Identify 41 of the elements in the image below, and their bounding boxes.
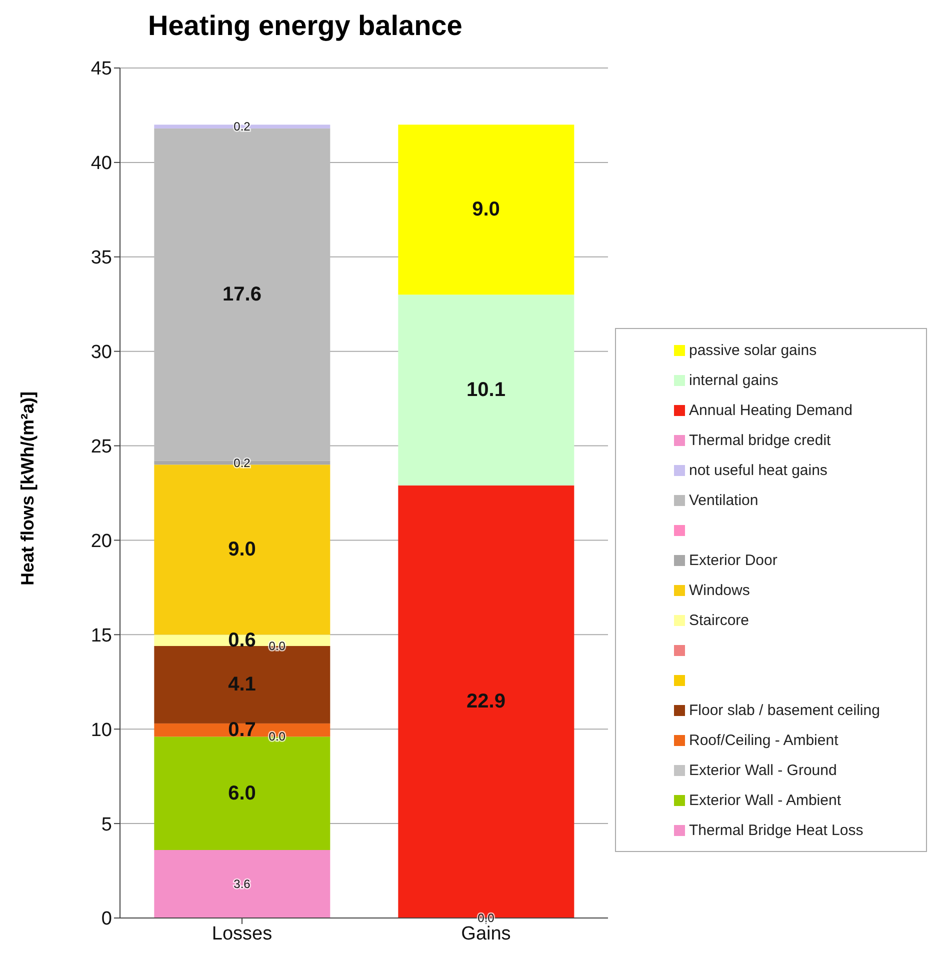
legend-label: internal gains — [689, 372, 778, 388]
legend-label: Thermal bridge credit — [689, 432, 831, 448]
y-tick-label: 45 — [90, 58, 112, 80]
legend-label: Exterior Wall - Ambient — [689, 792, 841, 808]
y-tick-label: 5 — [101, 814, 112, 836]
legend-label: not useful heat gains — [689, 462, 828, 478]
y-tick-label: 15 — [90, 625, 112, 646]
x-tick-label: Gains — [461, 923, 511, 944]
legend-label: Thermal Bridge Heat Loss — [689, 822, 864, 838]
data-label: 9.0 — [228, 538, 256, 561]
y-tick-label: 35 — [90, 248, 112, 269]
legend-label: passive solar gains — [689, 342, 817, 358]
data-label: 0.7 — [228, 719, 256, 742]
data-label: 0.2 — [234, 120, 251, 134]
data-label: 0.6 — [228, 629, 256, 652]
data-label: 10.1 — [466, 379, 506, 402]
legend-label: Windows — [689, 582, 750, 598]
y-tick-label: 30 — [90, 342, 112, 364]
legend-label: Staircore — [689, 612, 750, 628]
data-label: 17.6 — [222, 284, 262, 306]
y-tick-label: 0 — [101, 908, 112, 930]
annotation: 0.0 — [268, 730, 286, 744]
y-tick-label: 25 — [90, 436, 112, 458]
y-tick-label: 20 — [90, 530, 112, 552]
data-label: 6.0 — [228, 782, 256, 804]
annotation: 0.0 — [478, 911, 495, 925]
data-label: 4.1 — [228, 674, 256, 696]
y-tick-label: 40 — [90, 153, 112, 174]
legend-label: Ventilation — [689, 492, 758, 508]
y-axis-title: Heat flows [kWh/(m²a)] — [18, 390, 38, 586]
legend-label: Floor slab / basement ceiling — [689, 702, 880, 718]
data-label: 9.0 — [472, 198, 500, 221]
data-label: 3.6 — [234, 877, 251, 891]
chart-title: Heating energy balance — [148, 10, 462, 42]
data-label: 22.9 — [466, 690, 506, 713]
legend-label: Exterior Door — [689, 552, 778, 568]
x-tick-label: Losses — [212, 923, 272, 944]
legend-label: Roof/Ceiling - Ambient — [689, 732, 838, 748]
y-tick-label: 10 — [90, 720, 112, 741]
legend-label: Exterior Wall - Ground — [689, 762, 837, 778]
legend-label: Annual Heating Demand — [689, 402, 852, 418]
